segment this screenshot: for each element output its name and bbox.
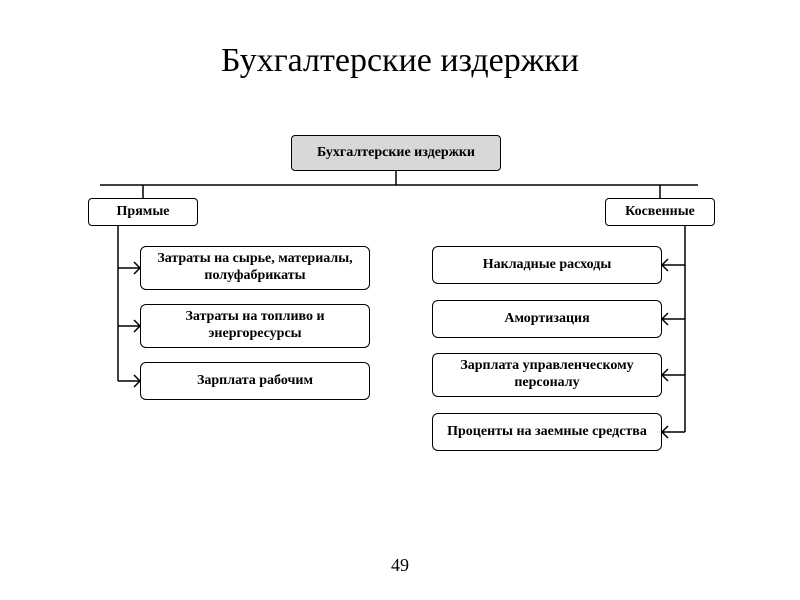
page-number: 49 [0,555,800,576]
slide-title: Бухгалтерские издержки [0,42,800,80]
left-item-2: Зарплата рабочим [140,362,370,400]
right-item-2: Зарплата управленческому персоналу [432,353,662,397]
root-node: Бухгалтерские издержки [291,135,501,171]
right-item-3: Проценты на заемные средства [432,413,662,451]
category-left: Прямые [88,198,198,226]
left-item-1: Затраты на топливо и энергоресурсы [140,304,370,348]
right-item-0: Накладные расходы [432,246,662,284]
right-item-1: Амортизация [432,300,662,338]
left-item-0: Затраты на сырье, материалы, полуфабрика… [140,246,370,290]
category-right: Косвенные [605,198,715,226]
connector-lines [0,0,800,600]
